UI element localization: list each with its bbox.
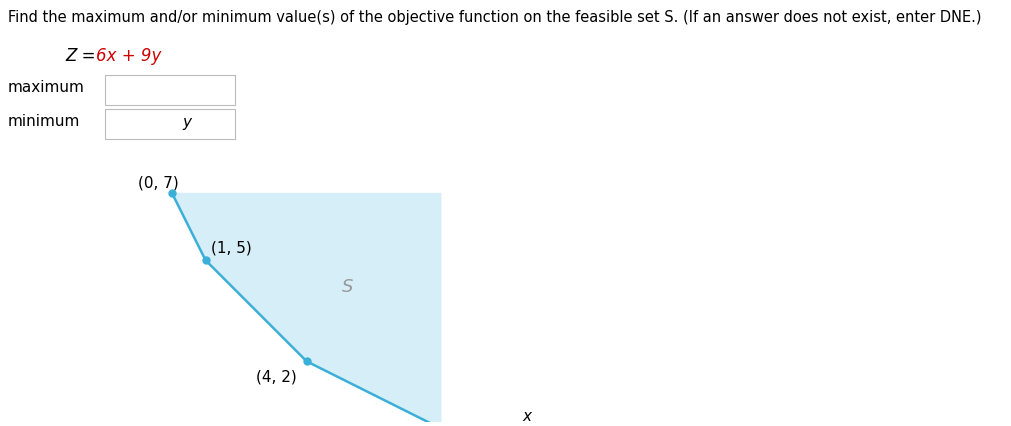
Polygon shape bbox=[172, 193, 442, 426]
Text: y: y bbox=[182, 115, 191, 130]
FancyBboxPatch shape bbox=[105, 75, 235, 105]
Text: minimum: minimum bbox=[8, 115, 81, 130]
Text: S: S bbox=[342, 278, 353, 296]
Text: Find the maximum and/or minimum value(s) of the objective function on the feasib: Find the maximum and/or minimum value(s)… bbox=[8, 10, 982, 25]
Text: 6x + 9y: 6x + 9y bbox=[96, 47, 162, 65]
Text: x: x bbox=[523, 409, 532, 424]
Text: maximum: maximum bbox=[8, 81, 85, 95]
Text: Z =: Z = bbox=[65, 47, 101, 65]
Text: (1, 5): (1, 5) bbox=[210, 241, 252, 256]
FancyBboxPatch shape bbox=[105, 109, 235, 139]
Text: (4, 2): (4, 2) bbox=[256, 369, 297, 384]
Text: (0, 7): (0, 7) bbox=[139, 175, 179, 190]
